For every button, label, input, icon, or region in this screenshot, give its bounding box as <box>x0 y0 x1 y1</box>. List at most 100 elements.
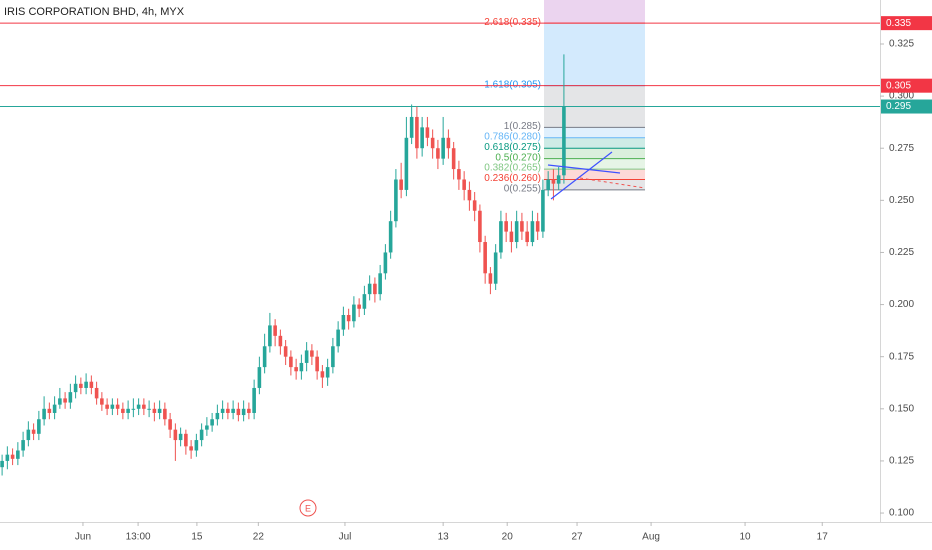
candle-body <box>399 179 403 190</box>
candle-body <box>425 127 430 138</box>
candle-body <box>157 408 162 413</box>
fib-label: 2.618(0.335) <box>484 17 541 28</box>
candle-body <box>362 294 367 309</box>
candle-body <box>252 387 256 413</box>
candle-body <box>31 429 36 434</box>
x-tick-label: Jul <box>339 532 352 543</box>
fib-label: 0.236(0.260) <box>484 173 541 184</box>
candle-body <box>168 419 172 430</box>
candle-body <box>541 189 545 232</box>
candle-body <box>504 221 508 232</box>
candle-body <box>441 137 445 159</box>
candle-body <box>247 408 251 413</box>
candle-body <box>189 446 193 451</box>
y-tick-label: 0.100 <box>889 508 914 519</box>
x-tick-label: Jun <box>75 532 91 543</box>
candle-body <box>367 283 372 295</box>
x-tick-label: 10 <box>739 532 751 543</box>
x-tick-label: 20 <box>502 532 514 543</box>
candle-body <box>420 127 424 149</box>
candle-body <box>105 404 109 409</box>
trend-line <box>547 164 621 174</box>
candle-body <box>205 425 209 430</box>
candle-body <box>110 404 115 409</box>
candle-body <box>126 408 130 413</box>
candle-body <box>121 408 125 413</box>
fib-zone <box>544 179 645 190</box>
candle-body <box>514 221 519 243</box>
candle-body <box>42 408 46 420</box>
x-tick-label: Aug <box>642 532 660 543</box>
candle-body <box>84 381 88 388</box>
candle-body <box>346 314 351 322</box>
candle-body <box>5 454 10 461</box>
candle-body <box>0 460 4 468</box>
candle-body <box>163 408 167 420</box>
price-label: 0.295 <box>886 101 911 112</box>
event-marker-label: E <box>305 503 311 513</box>
candle-body <box>488 273 493 284</box>
price-label: 0.335 <box>886 18 911 29</box>
x-tick-label: 27 <box>571 532 583 543</box>
fib-label: 1(0.285) <box>504 121 541 132</box>
candle-body <box>16 450 20 459</box>
y-tick-label: 0.250 <box>889 195 914 206</box>
candle-body <box>268 325 272 347</box>
candle-body <box>173 429 178 441</box>
candle-body <box>289 356 293 368</box>
candle-body <box>535 221 540 232</box>
fib-label: 0.5(0.270) <box>495 152 541 163</box>
candle-body <box>493 252 498 284</box>
y-tick-label: 0.325 <box>889 39 914 50</box>
candle-body <box>142 404 146 409</box>
candle-body <box>352 304 356 322</box>
fib-zone <box>544 148 645 159</box>
candle-body <box>357 304 361 309</box>
candle-body <box>478 210 482 243</box>
fib-zone <box>544 137 645 149</box>
candle-body <box>194 440 199 451</box>
candle-body <box>304 350 309 363</box>
y-tick-label: 0.150 <box>889 403 914 414</box>
x-tick-label: 13:00 <box>126 532 151 543</box>
candle-body <box>520 221 524 232</box>
candle-body <box>79 383 83 388</box>
candle-body <box>89 381 94 388</box>
fib-label: 0.618(0.275) <box>484 142 541 153</box>
candle-body <box>378 273 382 295</box>
fib-zone <box>544 127 645 138</box>
candle-body <box>115 404 120 409</box>
candle-body <box>10 454 15 459</box>
chart-title: IRIS CORPORATION BHD, 4h, MYX <box>4 6 185 18</box>
candle-body <box>58 398 62 405</box>
candle-body <box>551 179 556 184</box>
candle-body <box>404 137 409 190</box>
fib-label: 0.382(0.265) <box>484 163 541 174</box>
fib-label: 0(0.255) <box>504 184 541 195</box>
candle-body <box>273 325 277 336</box>
candle-body <box>483 242 487 274</box>
fib-zone <box>544 23 645 86</box>
candle-body <box>278 335 283 347</box>
candle-body <box>131 408 136 410</box>
y-tick-label: 0.225 <box>889 247 914 258</box>
y-tick-label: 0.275 <box>889 143 914 154</box>
candle-body <box>136 404 141 409</box>
y-tick-label: 0.200 <box>889 299 914 310</box>
candle-body <box>184 433 188 447</box>
candle-body <box>47 408 52 413</box>
y-tick-label: 0.125 <box>889 456 914 467</box>
candle-body <box>226 408 230 413</box>
candle-body <box>210 419 214 426</box>
candle-body <box>457 169 461 180</box>
price-label: 0.305 <box>886 80 911 91</box>
fib-zone <box>544 169 645 180</box>
price-label-box <box>881 78 932 93</box>
candle-body <box>467 189 472 201</box>
candle-body <box>215 412 220 420</box>
candle-body <box>556 175 561 184</box>
y-tick-label: 0.175 <box>889 351 914 362</box>
